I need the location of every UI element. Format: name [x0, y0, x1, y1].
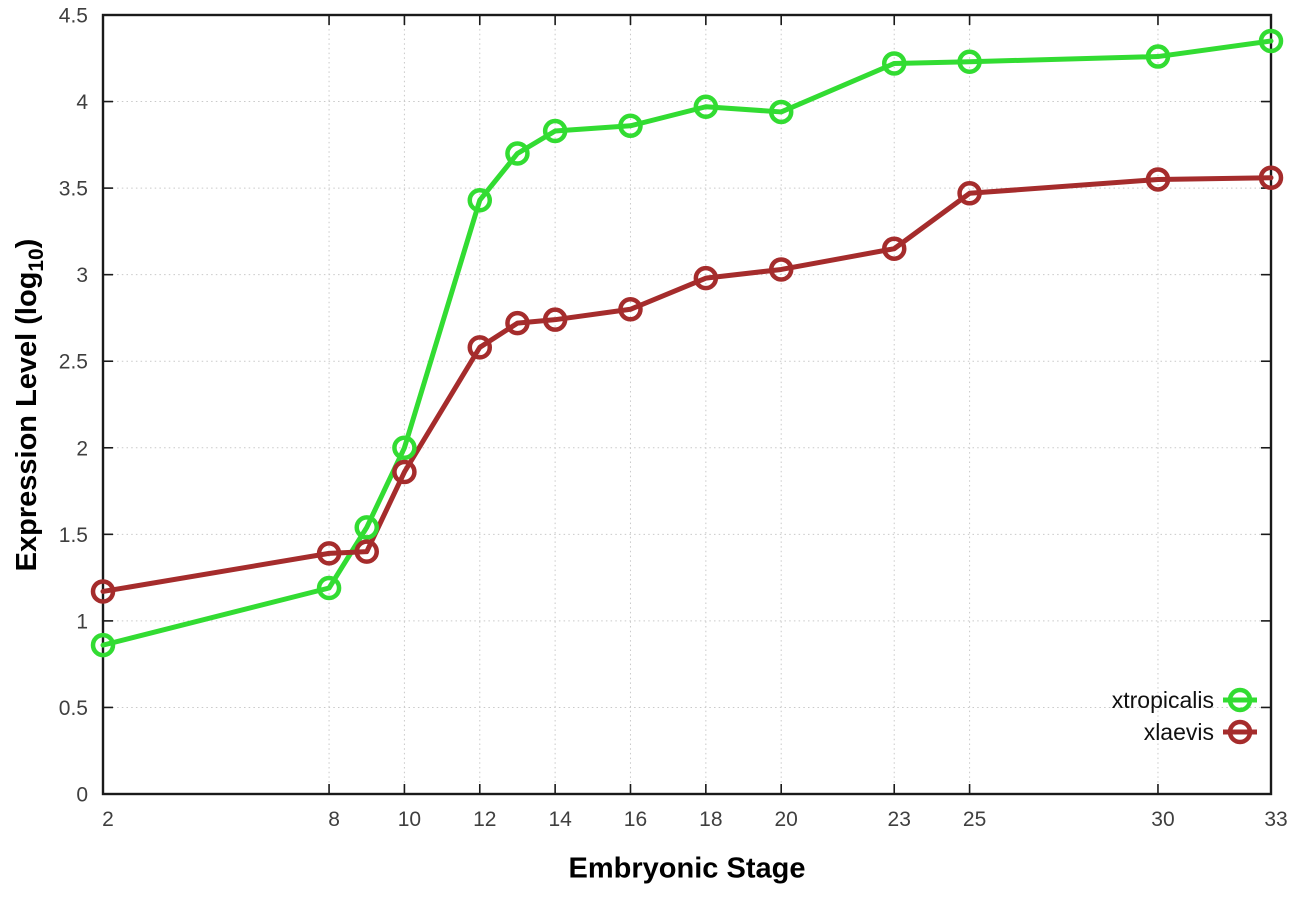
data-point-xlaevis-8: [316, 541, 342, 566]
data-point-xlaevis-33: [1258, 165, 1284, 190]
data-point-xtropicalis-20: [768, 99, 794, 125]
y-tick-label: 3.5: [59, 178, 88, 201]
series-line-xlaevis: [100, 175, 1274, 594]
y-tick-label: 1.5: [59, 524, 88, 547]
x-tick-label: 30: [1151, 808, 1174, 831]
legend-label-xlaevis: xlaevis: [1144, 719, 1214, 745]
data-point-xtropicalis-30: [1145, 44, 1171, 69]
x-tick-label: 12: [473, 808, 496, 831]
data-point-xlaevis-16: [618, 297, 643, 322]
data-point-xtropicalis-23: [881, 51, 907, 76]
data-point-xlaevis-13: [505, 310, 530, 336]
data-point-xlaevis-18: [693, 265, 719, 291]
data-point-xtropicalis-12: [467, 187, 493, 213]
data-point-xtropicalis-25: [957, 49, 982, 74]
data-point-xlaevis-2: [90, 579, 116, 604]
data-point-xtropicalis-9: [354, 515, 379, 540]
x-tick-label: 8: [328, 808, 340, 831]
y-tick-label: 3: [76, 264, 88, 287]
x-tick-label: 14: [548, 808, 572, 831]
data-point-xtropicalis-13: [505, 141, 530, 166]
y-tick-label: 0: [76, 784, 88, 807]
data-point-xlaevis-20: [768, 257, 794, 282]
x-tick-label: 20: [775, 808, 798, 831]
data-point-xtropicalis-14: [542, 118, 568, 144]
data-point-xtropicalis-10: [392, 435, 417, 461]
data-point-xtropicalis-2: [90, 632, 116, 658]
legend-marker-xlaevis: [1227, 719, 1253, 745]
x-tick-label: 23: [888, 808, 911, 831]
y-tick-label: 4: [76, 91, 88, 114]
x-axis-title: Embryonic Stage: [568, 852, 806, 885]
data-point-xlaevis-12: [467, 335, 493, 360]
x-tick-label: 16: [624, 808, 647, 831]
data-point-xlaevis-23: [881, 236, 907, 261]
y-axis-title-close: ): [11, 238, 44, 249]
data-point-xlaevis-25: [957, 181, 982, 206]
y-tick-label: 1: [76, 610, 88, 633]
data-point-xlaevis-30: [1145, 167, 1171, 192]
plot-border: [101, 13, 1273, 796]
data-point-xtropicalis-8: [316, 575, 342, 601]
y-axis-title: Expression Level (log10): [11, 239, 49, 572]
data-point-xlaevis-10: [392, 459, 417, 485]
x-tick-label: 10: [398, 808, 421, 831]
data-point-xtropicalis-18: [693, 94, 719, 119]
y-axis-title-text: Expression Level (log: [11, 271, 44, 572]
legend-label-xtropicalis: xtropicalis: [1112, 687, 1214, 713]
y-tick-label: 0.5: [59, 697, 88, 720]
x-tick-label: 2: [102, 808, 114, 831]
y-tick-label: 2.5: [59, 351, 88, 374]
y-tick-label: 4.5: [59, 5, 88, 28]
data-point-xlaevis-14: [542, 307, 568, 332]
x-tick-label: 18: [699, 808, 722, 831]
y-tick-label: 2: [76, 437, 88, 460]
series-line-xtropicalis: [100, 38, 1274, 648]
data-point-xlaevis-9: [354, 539, 379, 564]
y-axis-title-subscript: 10: [24, 248, 48, 272]
legend-marker-xtropicalis: [1227, 687, 1253, 713]
data-point-xtropicalis-16: [618, 113, 643, 139]
data-point-xtropicalis-33: [1258, 28, 1284, 54]
x-tick-label: 25: [963, 808, 986, 831]
x-tick-label: 33: [1264, 808, 1287, 831]
